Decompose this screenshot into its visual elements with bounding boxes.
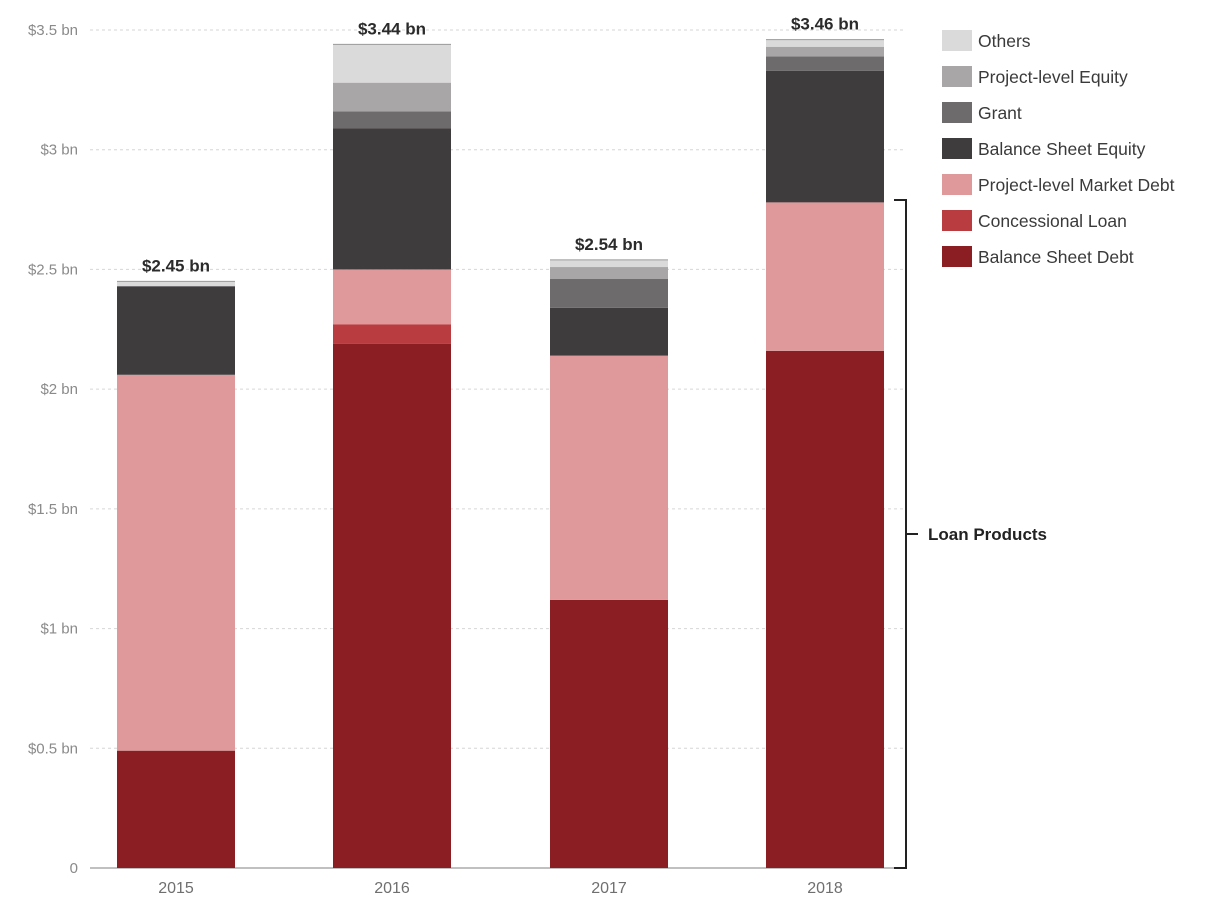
bar-segment [550,267,668,280]
legend-label: Concessional Loan [978,211,1127,231]
bar-segment [333,343,451,868]
bar-segment [766,56,884,71]
bar-segment [766,46,884,57]
bar-segment [333,324,451,344]
total-label: $2.45 bn [142,256,210,275]
y-tick-label: $3 bn [40,142,78,159]
y-tick-label: 0 [70,860,78,877]
legend-label: Balance Sheet Equity [978,139,1146,159]
total-label: $3.44 bn [358,19,426,38]
legend-swatch [942,102,972,123]
bar-segment [117,374,235,751]
y-tick-label: $0.5 bn [28,740,78,757]
y-tick-label: $2.5 bn [28,261,78,278]
x-tick-label: 2018 [807,880,843,897]
legend-label: Grant [978,103,1022,123]
legend-swatch [942,174,972,195]
bar-segment [333,128,451,270]
bars [117,39,884,868]
x-axis-ticks: 2015 2016 2017 2018 [158,880,843,897]
y-tick-label: $1.5 bn [28,501,78,518]
bar-segment [117,281,235,287]
y-tick-label: $1 bn [40,621,78,638]
bar-segment [550,599,668,868]
legend: Others Project-level Equity Grant Balance S… [942,30,1175,267]
y-tick-label: $2 bn [40,381,78,398]
bar-segment [117,750,235,868]
bar-segment [333,82,451,112]
x-tick-label: 2016 [374,880,410,897]
legend-swatch [942,210,972,231]
legend-swatch [942,66,972,87]
bracket-line [894,198,907,869]
bar-segment [766,70,884,203]
bar-segment [550,279,668,308]
bar-segment [766,202,884,351]
x-tick-label: 2015 [158,880,194,897]
legend-label: Balance Sheet Debt [978,247,1134,267]
legend-swatch [942,30,972,51]
x-tick-label: 2017 [591,880,627,897]
total-labels: $2.45 bn $3.44 bn $2.54 bn $3.46 bn [142,15,859,276]
bar-segment [766,39,884,47]
bar-segment [333,111,451,129]
bar-segment [550,355,668,600]
bar-segment [117,286,235,375]
legend-label: Others [978,31,1031,51]
bar-segment [333,44,451,83]
y-axis-ticks: 0 $0.5 bn $1 bn $1.5 bn $2 bn $2.5 bn $3 bn $3.… [28,22,78,877]
total-label: $3.46 bn [791,15,859,34]
bar-segment [550,307,668,356]
loan-products-annotation: Loan Products [894,198,1047,869]
legend-swatch [942,138,972,159]
legend-label: Project-level Market Debt [978,175,1175,195]
bar-segment [766,350,884,868]
bar-segment [550,259,668,268]
y-tick-label: $3.5 bn [28,22,78,39]
total-label: $2.54 bn [575,235,643,254]
legend-label: Project-level Equity [978,67,1128,87]
bracket-label: Loan Products [928,525,1047,544]
legend-swatch [942,246,972,267]
bar-segment [333,269,451,325]
